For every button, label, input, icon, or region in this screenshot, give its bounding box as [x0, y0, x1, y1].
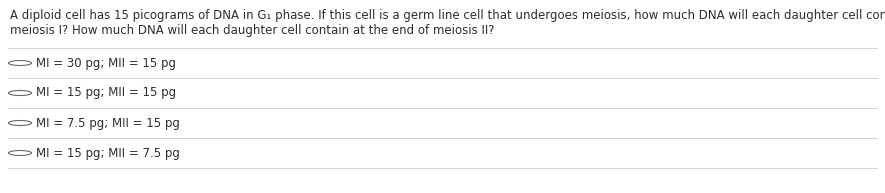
Text: A diploid cell has 15 picograms of DNA in G₁ phase. If this cell is a germ line : A diploid cell has 15 picograms of DNA i… — [10, 9, 885, 22]
Text: MI = 15 pg; MII = 7.5 pg: MI = 15 pg; MII = 7.5 pg — [36, 146, 180, 159]
Text: MI = 15 pg; MII = 15 pg: MI = 15 pg; MII = 15 pg — [36, 86, 176, 100]
Text: MI = 30 pg; MII = 15 pg: MI = 30 pg; MII = 15 pg — [36, 57, 176, 69]
Text: MI = 7.5 pg; MII = 15 pg: MI = 7.5 pg; MII = 15 pg — [36, 117, 180, 130]
Text: meiosis I? How much DNA will each daughter cell contain at the end of meiosis II: meiosis I? How much DNA will each daught… — [10, 24, 495, 37]
